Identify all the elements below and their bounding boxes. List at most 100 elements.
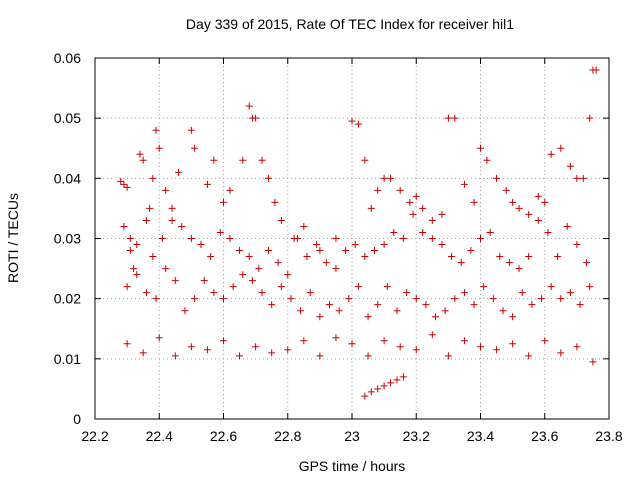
y-tick-label: 0.06 xyxy=(54,50,81,66)
data-point xyxy=(444,352,452,360)
y-tick-label: 0 xyxy=(73,411,81,427)
data-point xyxy=(380,337,388,345)
data-point xyxy=(557,144,565,152)
data-point xyxy=(396,343,404,351)
data-point xyxy=(258,156,266,164)
x-tick-label: 22.8 xyxy=(274,428,301,444)
data-point xyxy=(149,174,157,182)
data-point xyxy=(197,241,205,249)
data-point xyxy=(220,198,227,206)
data-point xyxy=(120,180,128,188)
data-point xyxy=(576,301,584,309)
data-point xyxy=(335,307,343,315)
data-point xyxy=(361,156,369,164)
data-point xyxy=(348,340,356,348)
data-point xyxy=(264,247,272,255)
data-point xyxy=(152,126,160,134)
data-point xyxy=(374,385,382,393)
data-point xyxy=(277,216,285,224)
data-point xyxy=(451,114,459,122)
y-tick-labels: 0 0.01 0.02 0.03 0.04 0.05 0.06 xyxy=(54,50,81,427)
data-point xyxy=(557,295,565,303)
x-tick-labels: 22.2 22.4 22.6 22.8 23 23.2 23.4 23.6 23.8 xyxy=(81,428,622,444)
data-point xyxy=(178,222,186,230)
x-axis-label: GPS time / hours xyxy=(299,458,406,474)
data-point xyxy=(518,289,526,297)
data-point xyxy=(460,180,468,188)
data-point xyxy=(117,177,125,185)
data-point xyxy=(525,253,533,261)
data-point xyxy=(348,117,356,125)
data-point xyxy=(142,289,150,297)
data-point xyxy=(374,301,382,309)
data-point xyxy=(133,241,141,249)
data-point xyxy=(252,343,260,351)
data-point xyxy=(284,271,292,279)
data-point xyxy=(191,295,199,303)
data-point xyxy=(534,192,542,200)
data-point xyxy=(509,340,517,348)
data-point xyxy=(120,222,128,230)
data-point xyxy=(136,150,144,158)
data-point xyxy=(271,198,279,206)
data-point xyxy=(409,210,417,218)
data-point xyxy=(142,216,150,224)
data-point xyxy=(364,352,372,360)
data-point xyxy=(483,156,491,164)
data-point xyxy=(226,186,234,194)
data-point xyxy=(175,168,183,176)
data-point xyxy=(573,343,581,351)
data-point xyxy=(534,216,542,224)
data-point xyxy=(236,352,244,360)
data-point xyxy=(393,307,401,315)
data-point xyxy=(460,337,468,345)
data-point xyxy=(419,228,427,236)
data-point xyxy=(342,247,350,255)
data-point xyxy=(538,295,546,303)
y-tick-label: 0.01 xyxy=(54,351,81,367)
data-point xyxy=(216,228,224,236)
data-point xyxy=(573,241,581,249)
data-point xyxy=(191,144,199,152)
data-point xyxy=(203,346,211,354)
data-point xyxy=(146,204,154,212)
data-point xyxy=(229,283,237,291)
data-point xyxy=(566,289,574,297)
data-point xyxy=(171,352,179,360)
data-point xyxy=(563,222,571,230)
x-tick-label: 22.4 xyxy=(146,428,173,444)
data-point xyxy=(123,340,131,348)
data-point xyxy=(592,66,600,74)
data-point xyxy=(123,283,131,291)
data-point xyxy=(428,235,436,242)
data-point xyxy=(393,376,401,384)
data-point xyxy=(509,198,517,206)
data-point xyxy=(396,186,404,194)
data-point xyxy=(354,283,362,291)
data-point xyxy=(380,382,388,390)
data-point xyxy=(187,343,195,351)
data-point xyxy=(403,289,411,297)
data-point xyxy=(486,228,494,236)
data-point xyxy=(264,174,272,182)
data-point xyxy=(509,313,517,321)
data-point xyxy=(300,222,308,230)
data-point xyxy=(361,392,369,400)
data-point xyxy=(448,253,456,261)
data-point xyxy=(187,235,195,242)
data-point xyxy=(477,144,484,152)
data-point xyxy=(236,247,244,255)
data-point xyxy=(557,349,565,357)
data-point xyxy=(477,343,484,351)
data-point xyxy=(162,265,170,273)
data-point xyxy=(496,253,504,261)
data-point xyxy=(322,259,330,267)
data-point xyxy=(586,283,594,291)
data-points xyxy=(117,66,600,400)
data-point xyxy=(187,126,195,134)
data-point xyxy=(399,235,407,242)
data-point xyxy=(390,228,398,236)
y-tick-label: 0.04 xyxy=(54,170,81,186)
data-point xyxy=(477,235,484,242)
